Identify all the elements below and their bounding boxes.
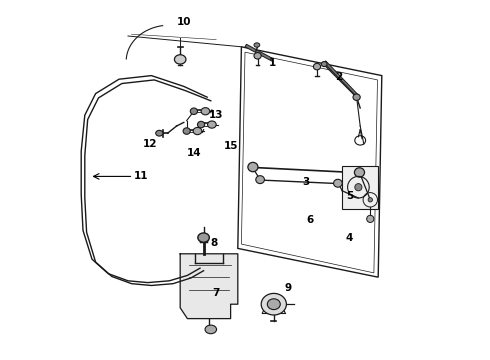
Ellipse shape [314,63,320,70]
Ellipse shape [174,55,186,64]
Ellipse shape [321,62,327,67]
Ellipse shape [355,184,362,191]
Polygon shape [245,44,273,61]
Text: 3: 3 [303,177,310,187]
Ellipse shape [254,53,261,59]
Ellipse shape [197,121,205,128]
Text: 13: 13 [209,110,223,120]
Ellipse shape [261,293,286,315]
Polygon shape [180,254,238,319]
Text: 4: 4 [346,233,353,243]
Text: 8: 8 [211,238,218,248]
Ellipse shape [205,325,217,334]
Text: 1: 1 [269,58,275,68]
Polygon shape [342,166,378,209]
Text: 6: 6 [306,215,314,225]
Text: 2: 2 [335,72,342,82]
Text: 9: 9 [285,283,292,293]
Text: 7: 7 [213,288,220,298]
Ellipse shape [353,94,360,100]
Ellipse shape [208,121,216,128]
Text: 5: 5 [346,191,353,201]
Ellipse shape [248,162,258,172]
Text: 14: 14 [187,148,202,158]
Ellipse shape [198,233,209,242]
Ellipse shape [156,130,163,136]
Ellipse shape [367,215,374,222]
Ellipse shape [201,108,210,115]
Ellipse shape [268,299,280,310]
Ellipse shape [368,198,372,202]
Text: 11: 11 [133,171,148,181]
Text: 15: 15 [223,141,238,151]
Ellipse shape [334,179,342,187]
Text: 12: 12 [143,139,157,149]
Ellipse shape [354,168,365,177]
Polygon shape [324,61,358,96]
Ellipse shape [256,176,265,184]
Text: 10: 10 [176,17,191,27]
Ellipse shape [183,128,190,134]
Ellipse shape [193,127,202,135]
Ellipse shape [190,108,197,114]
Ellipse shape [254,43,260,47]
